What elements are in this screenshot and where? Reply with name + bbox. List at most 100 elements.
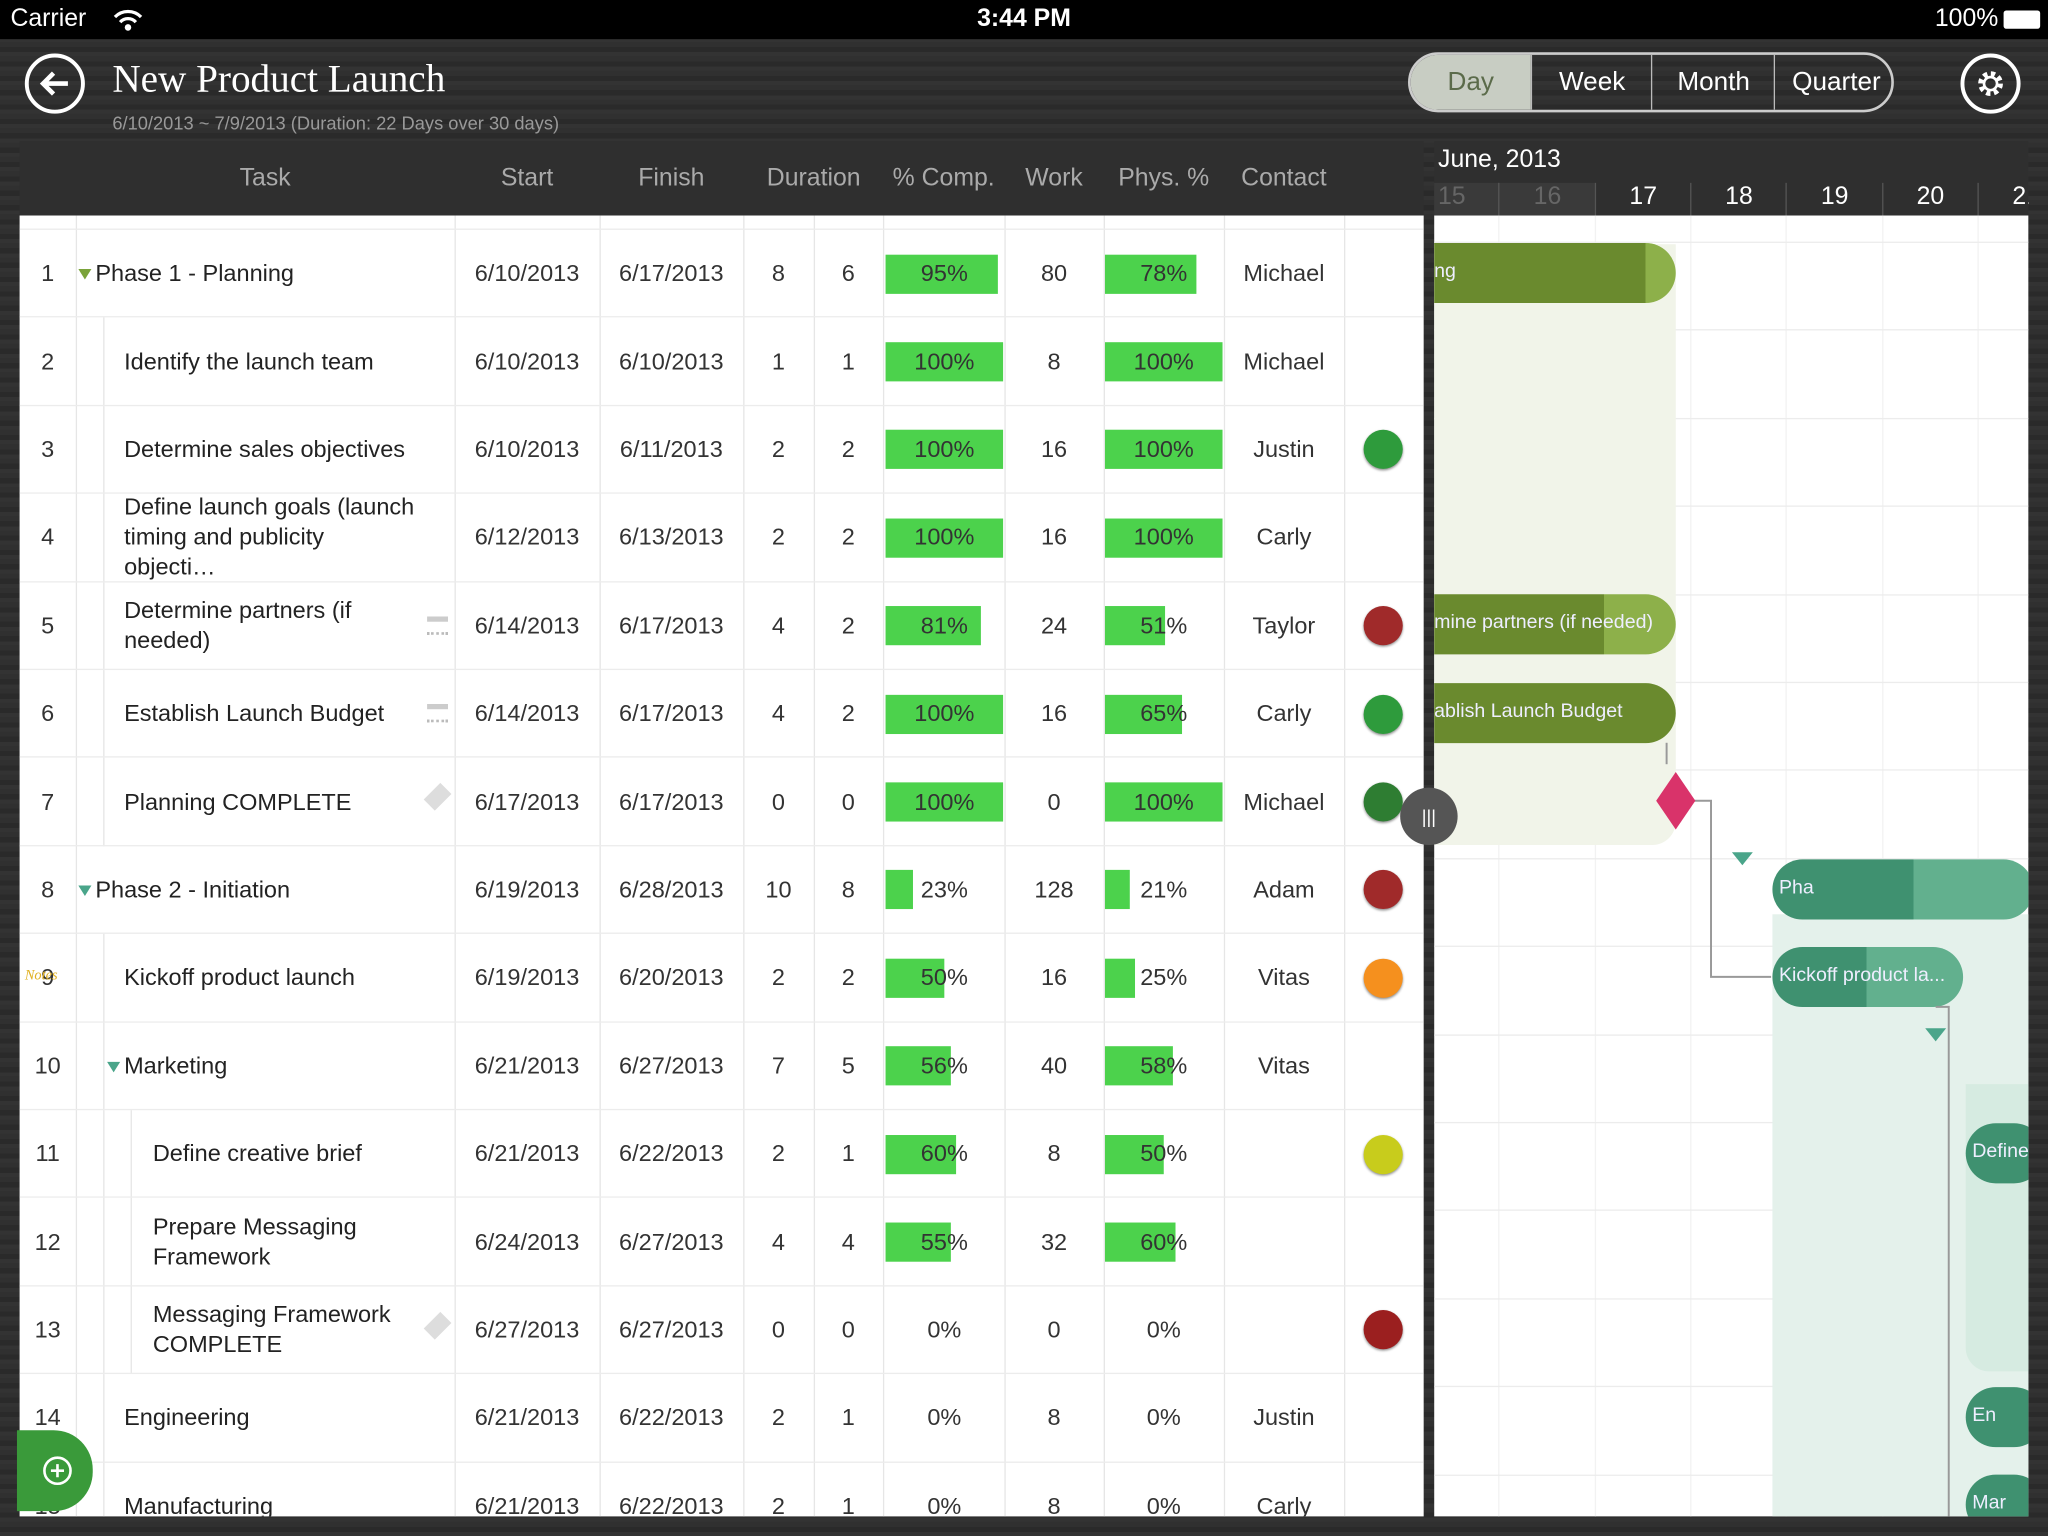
gantt-bar-label: ablish Launch Budget [1434,699,1623,722]
task-row[interactable]: 1 Phase 1 - Planning 6/10/2013 6/17/2013 8 6 9… [19,228,1424,318]
percent-complete-bar [885,430,1004,470]
task-row[interactable]: 3 Determine sales objectives 6/10/2013 6/11… [19,404,1424,494]
gantt-bar[interactable]: Kickoff product la... [1772,946,1964,1007]
indent-guide [130,1110,132,1199]
remaining: 1 [841,348,855,375]
settings-button[interactable] [1960,53,2021,114]
physical-percent-bar [1104,1046,1174,1086]
gantt-bar[interactable]: Define [1965,1122,2029,1183]
status-icon [1363,958,1403,998]
physical-percent: 100% [1133,436,1194,463]
task-row[interactable]: 13 Messaging Framework COMPLETE 6/27/2013 6… [19,1284,1424,1375]
day-gridline [1498,215,1500,1517]
indent-guide [103,405,105,494]
remaining: 8 [841,876,855,903]
duration: 2 [771,1140,785,1167]
start-date: 6/10/2013 [474,348,580,375]
physical-percent-bar [1104,782,1223,822]
indent-guide [130,1286,132,1375]
task-name: Prepare Messaging Framework [152,1213,357,1270]
summary-marker [1731,852,1753,866]
task-row[interactable]: 14 Engineering 6/21/2013 6/22/2013 2 1 0% 8 0% Ju… [19,1372,1424,1463]
remaining: 2 [841,436,855,463]
physical-percent: 100% [1133,788,1194,815]
start-date: 6/24/2013 [474,1228,580,1255]
task-row[interactable]: 12 Prepare Messaging Framework 6/24/2013 6/… [19,1196,1424,1287]
remaining: 4 [841,1228,855,1255]
view-button[interactable]: Quarter [1773,54,1892,110]
contact: Justin [1253,436,1315,463]
dependency-lines [1656,742,1950,1517]
task-name: Define creative brief [152,1140,362,1167]
task-row[interactable]: 9 Notes Kickoff product launch 6/19/2013 6/2… [19,932,1424,1023]
row-gridline [1434,329,2029,331]
finish-date: 6/22/2013 [619,1140,724,1167]
physical-percent: 21% [1140,876,1188,903]
expand-triangle [107,1061,121,1072]
gantt-bar[interactable]: Mar [1965,1474,2029,1517]
task-row[interactable]: 11 Define creative brief 6/21/2013 6/22/201… [19,1108,1424,1199]
work: 80 [1040,260,1068,287]
work: 24 [1040,612,1068,639]
day-label: 17 [1594,182,1691,216]
duration: 4 [771,1228,785,1255]
remaining: 5 [841,1052,855,1079]
percent-complete: 100% [914,348,975,375]
row-gridline [1434,1386,2029,1388]
start-date: 6/21/2013 [474,1140,580,1167]
row-number: 10 [34,1052,61,1079]
work: 16 [1040,524,1068,551]
gantt-bar[interactable]: Pha [1772,858,2029,919]
percent-complete: 50% [920,964,968,991]
add-button[interactable] [16,1430,93,1512]
physical-percent: 0% [1146,1404,1181,1431]
dependency-line [1935,1005,1950,1517]
column-divider [1343,215,1346,1517]
indent-guide [103,1462,105,1517]
day-label: 21 [1977,182,2028,216]
row-gridline [1434,681,2029,684]
start-date: 6/12/2013 [474,524,580,551]
add-icon [43,1456,72,1486]
start-date: 6/21/2013 [474,1404,580,1431]
percent-complete-bar [885,1134,957,1174]
physical-percent: 0% [1146,1492,1181,1517]
start-date: 6/10/2013 [474,260,580,287]
indent-guide [130,1198,132,1287]
column-divider [75,215,78,1517]
physical-percent: 50% [1140,1140,1188,1167]
percent-complete-bar [885,1222,951,1262]
task-name: Kickoff product launch [124,964,355,991]
remaining: 2 [841,964,855,991]
expand-triangle [78,269,92,280]
day-gridline [1689,215,1692,1517]
view-button[interactable]: Month [1650,54,1775,110]
task-row[interactable]: 15Manufacturing6/21/20136/22/2013210%80%… [19,1461,1424,1517]
physical-percent-bar [1104,430,1223,470]
gantt-bar[interactable]: ng [1434,242,1676,303]
row-number: 7 [41,788,55,815]
physical-percent-bar [1104,518,1223,558]
gantt-bar[interactable]: ablish Launch Budget [1434,682,1676,743]
percent-complete-bar [885,254,998,294]
gantt-bar[interactable]: En [1965,1386,2029,1448]
task-row[interactable]: 10 Marketing 6/21/2013 6/27/2013 7 5 56% 40 58% V… [19,1020,1424,1111]
task-row[interactable]: 7 Planning COMPLETE 6/17/2013 6/17/2013 0 0 10… [19,756,1424,847]
task-row[interactable]: 6 Establish Launch Budget 6/14/2013 6/17/20… [19,668,1424,759]
row-gridline [1434,593,2029,596]
indent-guide [103,1110,105,1199]
view-button[interactable]: Week [1530,54,1652,110]
task-row[interactable]: 2 Identify the launch team 6/10/2013 6/10/2… [19,316,1424,406]
task-row[interactable]: 4 Define launch goals (launch timing and … [19,492,1424,582]
contact: Adam [1253,876,1315,903]
task-row[interactable]: 8 Phase 2 - Initiation 6/19/2013 6/28/2013 1… [19,844,1424,934]
view-button[interactable]: Day [1410,54,1531,110]
day-gridline [1594,215,1596,1517]
back-button[interactable] [24,53,85,114]
physical-percent: 78% [1140,260,1188,287]
splitter-handle[interactable]: ||| [1400,787,1458,846]
gantt-bar[interactable]: mine partners (if needed) [1434,594,1676,655]
task-row[interactable]: 5 Determine partners (if needed) 6/14/2013… [19,580,1424,671]
column-header: % Comp. [892,163,995,192]
